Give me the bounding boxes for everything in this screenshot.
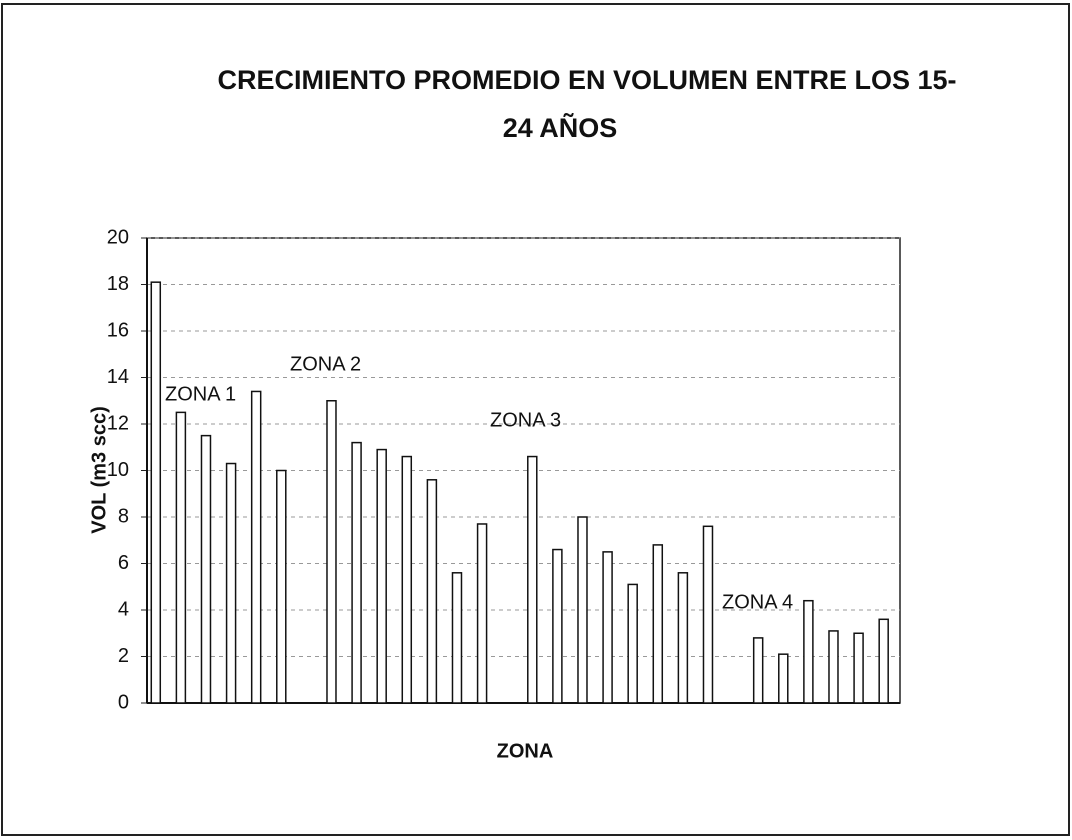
y-tick-label: 18 <box>107 273 129 295</box>
y-tick-label: 12 <box>107 412 129 434</box>
annotation: ZONA 2 <box>290 353 361 375</box>
bar <box>150 281 162 704</box>
bar <box>828 630 839 704</box>
chart-title: CRECIMIENTO PROMEDIO EN VOLUMEN ENTRE LO… <box>217 65 956 95</box>
annotation: ZONA 4 <box>722 591 793 613</box>
y-tick-label: 20 <box>107 226 129 248</box>
bar <box>853 632 864 704</box>
bar <box>426 479 438 704</box>
bar <box>376 448 387 704</box>
y-tick-label: 14 <box>107 366 129 388</box>
bar <box>602 551 613 704</box>
bar <box>803 599 814 704</box>
y-tick-label: 16 <box>107 319 129 341</box>
chart-title: 24 AÑOS <box>503 112 618 143</box>
bar <box>627 583 638 704</box>
y-tick-label: 2 <box>118 645 129 667</box>
bar <box>527 455 538 704</box>
bar <box>878 618 889 704</box>
bar <box>652 544 664 704</box>
bar <box>677 572 689 704</box>
bar <box>326 400 337 704</box>
bar <box>276 469 287 704</box>
bar <box>200 434 212 704</box>
bar <box>225 462 237 704</box>
bar <box>577 516 588 704</box>
bar <box>476 523 488 704</box>
y-tick-label: 6 <box>118 552 129 574</box>
bar <box>401 455 413 704</box>
bar <box>752 637 764 704</box>
bar <box>175 411 187 704</box>
bar <box>552 548 563 704</box>
annotation: ZONA 3 <box>490 409 561 431</box>
y-tick-label: 8 <box>118 505 129 527</box>
y-tick-label: 4 <box>118 598 129 620</box>
y-axis-label: VOL (m3 scc) <box>88 406 110 533</box>
bar <box>778 653 789 704</box>
y-tick-label: 0 <box>118 691 129 713</box>
bar <box>250 390 262 704</box>
x-axis-label: ZONA <box>497 740 554 762</box>
bar <box>351 441 362 704</box>
y-tick-label: 10 <box>107 459 129 481</box>
annotation: ZONA 1 <box>165 383 236 405</box>
bar <box>702 525 714 704</box>
bar <box>451 572 463 704</box>
